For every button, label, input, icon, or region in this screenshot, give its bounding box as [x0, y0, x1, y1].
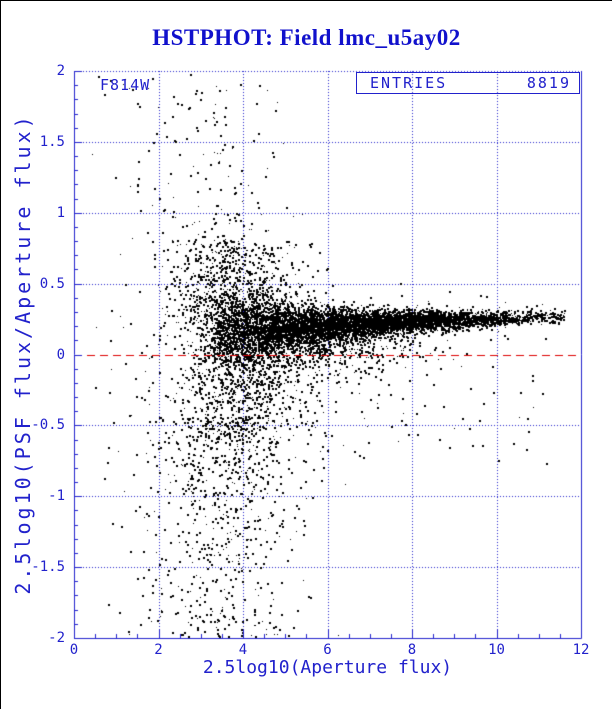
entries-label: ENTRIES — [370, 74, 448, 92]
y-tick-label: 1.5 — [39, 133, 65, 150]
x-tick-label: 2 — [154, 642, 163, 658]
y-tick-label: -1.5 — [31, 559, 65, 576]
y-tick-label: -2 — [48, 630, 65, 646]
x-axis-title: 2.5log10(Aperture flux) — [202, 657, 453, 678]
y-tick-label: 0 — [56, 346, 65, 363]
x-tick-label: 0 — [69, 642, 79, 658]
x-tick-label: 6 — [323, 642, 332, 658]
entries-count: 8819 — [526, 74, 571, 92]
page-title: HSTPHOT: Field lmc_u5ay02 — [152, 25, 461, 50]
x-tick-label: 8 — [407, 642, 417, 658]
filter-name-label: F814W — [100, 76, 151, 94]
y-tick-label: 0.5 — [39, 275, 65, 292]
x-tick-label: 10 — [488, 642, 505, 658]
y-tick-label: 1 — [56, 204, 65, 221]
y-tick-label: 2 — [56, 63, 65, 79]
y-tick-label: -1 — [48, 488, 65, 505]
x-tick-label: 4 — [238, 642, 248, 658]
entries-legend-box: ENTRIES 8819 — [356, 72, 580, 94]
y-tick-label: -0.5 — [31, 417, 65, 434]
x-tick-label: 12 — [572, 642, 590, 658]
